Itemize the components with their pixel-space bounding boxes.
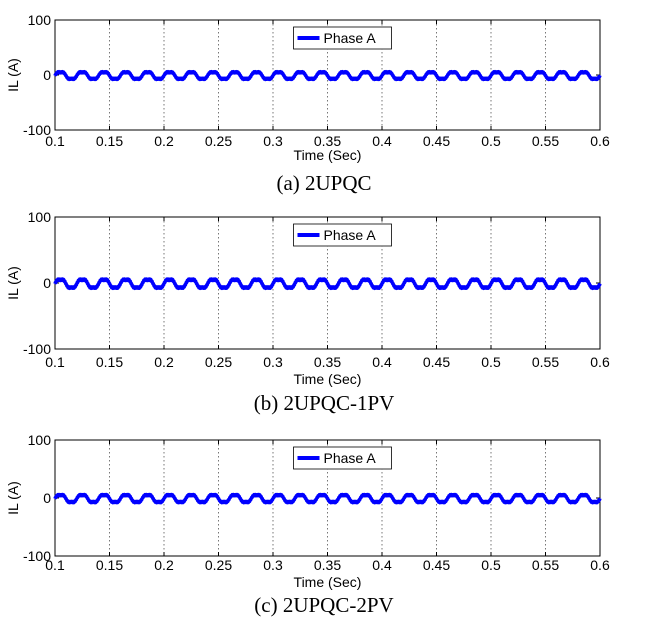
y-tick-label: -100: [23, 122, 51, 138]
chart-panel: 0.1 0.15 0.2 0.25 0.3 0.35 0.4 0.45 0.5 0.55 0.6 -1…: [5, 12, 610, 195]
x-tick-label: 0.2: [154, 557, 174, 573]
legend: Phase A: [293, 223, 392, 247]
x-tick-label: 0.15: [96, 354, 123, 370]
figure-caption: (b) 2UPQC-1PV: [254, 391, 395, 415]
x-tick-label: 0.4: [372, 133, 392, 149]
x-tick-label: 0.5: [481, 354, 501, 370]
y-tick-label: 100: [28, 12, 52, 28]
x-tick-label: 0.4: [372, 557, 392, 573]
x-tick-label: 0.3: [263, 557, 283, 573]
y-axis-label: IL (A): [5, 58, 21, 92]
legend-box: [293, 446, 392, 470]
phase-a-series-line: [53, 492, 602, 505]
x-tick-label: 0.6: [590, 133, 610, 149]
legend-box: [293, 223, 392, 247]
x-tick-label: 0.55: [532, 133, 559, 149]
legend-entry: Phase A: [324, 30, 377, 46]
y-tick-label: 100: [28, 432, 52, 448]
legend: Phase A: [293, 446, 392, 470]
x-tick-label: 0.25: [205, 133, 232, 149]
x-tick-label: 0.5: [481, 557, 501, 573]
legend-entry: Phase A: [324, 227, 377, 243]
y-tick-label: 0: [43, 67, 51, 83]
x-tick-label: 0.15: [96, 133, 123, 149]
y-tick-label: -100: [23, 548, 51, 564]
x-tick-label: 0.2: [154, 133, 174, 149]
legend-entry: Phase A: [324, 450, 377, 466]
x-tick-label: 0.25: [205, 354, 232, 370]
x-tick-label: 0.55: [532, 354, 559, 370]
x-tick-label: 0.15: [96, 557, 123, 573]
x-tick-label: 0.1: [45, 557, 65, 573]
y-tick-label: 100: [28, 209, 52, 225]
phase-a-series-line: [53, 277, 602, 291]
phase-a-series-line: [53, 69, 602, 82]
x-tick-label: 0.45: [423, 557, 450, 573]
x-tick-label: 0.3: [263, 354, 283, 370]
x-tick-label: 0.45: [423, 133, 450, 149]
x-tick-label: 0.4: [372, 354, 392, 370]
chart-panel: 0.1 0.15 0.2 0.25 0.3 0.35 0.4 0.45 0.5 0.55 0.6 -1…: [5, 432, 610, 617]
figure-caption: (a) 2UPQC: [276, 171, 371, 195]
x-tick-label: 0.35: [314, 354, 341, 370]
x-tick-label: 0.25: [205, 557, 232, 573]
x-tick-label: 0.6: [590, 354, 610, 370]
y-tick-label: -100: [23, 341, 51, 357]
x-axis-label: Time (Sec): [294, 147, 362, 163]
legend-box: [293, 26, 392, 50]
x-tick-label: 0.5: [481, 133, 501, 149]
x-axis-label: Time (Sec): [294, 574, 362, 590]
y-axis-label: IL (A): [5, 481, 21, 515]
figure-caption: (c) 2UPQC-2PV: [254, 593, 393, 617]
x-tick-label: 0.35: [314, 133, 341, 149]
x-tick-label: 0.1: [45, 354, 65, 370]
x-tick-label: 0.2: [154, 354, 174, 370]
chart-panel: 0.1 0.15 0.2 0.25 0.3 0.35 0.4 0.45 0.5 0.55 0.6 -1…: [5, 209, 610, 415]
x-tick-label: 0.45: [423, 354, 450, 370]
x-tick-label: 0.35: [314, 557, 341, 573]
x-axis-label: Time (Sec): [294, 371, 362, 387]
x-tick-label: 0.3: [263, 133, 283, 149]
x-tick-label: 0.6: [590, 557, 610, 573]
y-tick-label: 0: [43, 275, 51, 291]
y-axis-label: IL (A): [5, 266, 21, 300]
legend: Phase A: [293, 26, 392, 50]
x-tick-label: 0.1: [45, 133, 65, 149]
y-tick-label: 0: [43, 490, 51, 506]
x-tick-label: 0.55: [532, 557, 559, 573]
